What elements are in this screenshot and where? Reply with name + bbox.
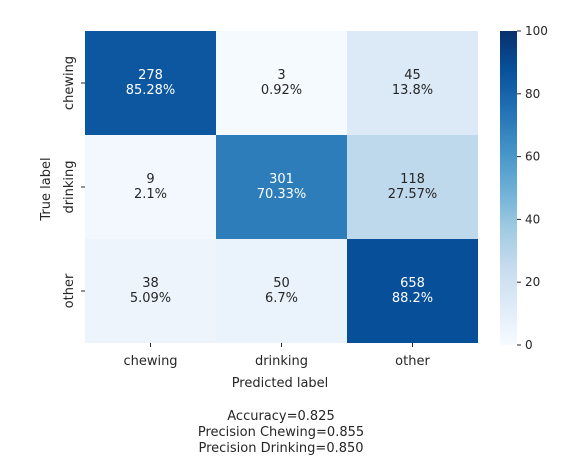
y-axis-ticks: chewing drinking other (62, 56, 85, 308)
heatmap-cells (85, 31, 478, 343)
y-axis-label: True label (39, 157, 54, 221)
x-tick-label-drinking: drinking (255, 354, 308, 369)
colorbar-tick-label-80: 80 (525, 87, 540, 101)
cell-count-drinking-other: 118 (400, 172, 425, 187)
y-tick-label-other: other (62, 273, 77, 308)
cell-percent-chewing-chewing: 85.28% (126, 83, 176, 98)
colorbar-tick-label-100: 100 (525, 24, 548, 38)
colorbar-tick-label-0: 0 (525, 338, 533, 352)
cell-other-chewing (85, 239, 216, 343)
cell-count-drinking-chewing: 9 (146, 172, 154, 187)
y-tick-label-drinking: drinking (62, 160, 77, 213)
colorbar-tick-label-40: 40 (525, 212, 540, 226)
colorbar-tick-label-20: 20 (525, 275, 540, 289)
cell-chewing-drinking (216, 31, 347, 135)
cell-count-chewing-other: 45 (404, 68, 421, 83)
x-tick-label-chewing: chewing (123, 354, 177, 369)
cell-count-other-other: 658 (400, 276, 425, 291)
cell-percent-chewing-other: 13.8% (392, 83, 433, 98)
cell-percent-other-chewing: 5.09% (130, 291, 171, 306)
precision-drinking-text: Precision Drinking=0.850 (198, 441, 363, 456)
colorbar-tick-label-60: 60 (525, 150, 540, 164)
cell-other-other (347, 239, 478, 343)
cell-count-other-chewing: 38 (142, 276, 159, 291)
cell-percent-drinking-other: 27.57% (388, 187, 438, 202)
cell-percent-other-other: 88.2% (392, 291, 433, 306)
cell-chewing-chewing (85, 31, 216, 135)
cell-chewing-other (347, 31, 478, 135)
metrics-caption: Accuracy=0.825 Precision Chewing=0.855 P… (198, 409, 364, 456)
accuracy-text: Accuracy=0.825 (227, 409, 334, 424)
cell-count-chewing-chewing: 278 (138, 68, 163, 83)
cell-count-other-drinking: 50 (273, 276, 290, 291)
precision-chewing-text: Precision Chewing=0.855 (198, 425, 364, 440)
cell-drinking-other (347, 135, 478, 239)
y-tick-label-chewing: chewing (62, 56, 77, 110)
cell-percent-other-drinking: 6.7% (265, 291, 298, 306)
cell-count-drinking-drinking: 301 (269, 172, 294, 187)
cell-other-drinking (216, 239, 347, 343)
cell-percent-drinking-drinking: 70.33% (257, 187, 307, 202)
cell-percent-chewing-drinking: 0.92% (261, 83, 302, 98)
cell-count-chewing-drinking: 3 (277, 68, 285, 83)
cell-drinking-chewing (85, 135, 216, 239)
colorbar-gradient (500, 31, 517, 345)
cell-percent-drinking-chewing: 2.1% (134, 187, 167, 202)
cell-drinking-drinking (216, 135, 347, 239)
colorbar: 0 20 40 60 80 100 (500, 24, 548, 352)
x-axis-ticks: chewing drinking other (123, 343, 430, 369)
x-tick-label-other: other (395, 354, 430, 369)
x-axis-label: Predicted label (232, 376, 329, 391)
